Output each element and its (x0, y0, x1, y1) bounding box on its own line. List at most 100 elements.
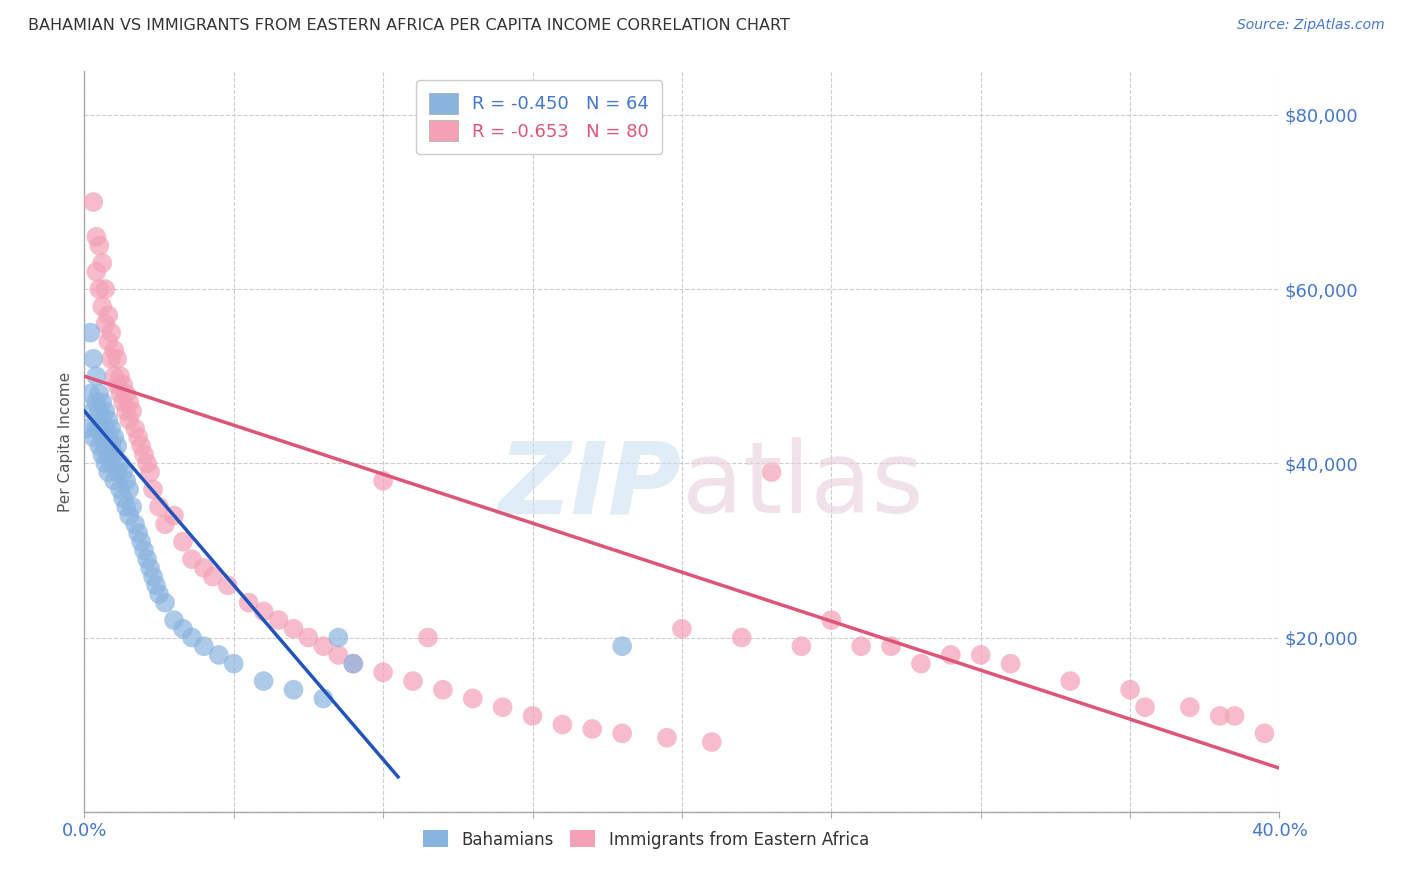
Point (142, 569, 165, 583)
Point (939, 648, 962, 662)
Point (1059, 674, 1081, 689)
Point (103, 430, 125, 444)
Point (461, 691, 484, 706)
Point (94, 317, 117, 331)
Point (86, 395, 108, 409)
Point (761, 465, 783, 479)
Point (105, 439, 128, 453)
Point (91, 395, 114, 409)
Point (1178, 700, 1201, 714)
Point (612, 639, 634, 653)
Point (110, 369, 132, 384)
Point (153, 517, 176, 532)
Point (112, 465, 135, 479)
Point (115, 474, 138, 488)
Point (851, 639, 873, 653)
Point (82, 351, 104, 366)
Point (328, 648, 350, 662)
Point (89, 238, 111, 252)
Point (201, 569, 224, 583)
Point (89, 439, 111, 453)
Point (82, 430, 104, 444)
Point (118, 413, 141, 427)
Point (283, 622, 305, 636)
Point (297, 631, 319, 645)
Point (94, 456, 117, 470)
Point (283, 682, 305, 697)
Point (139, 561, 162, 575)
Point (91, 300, 114, 314)
Point (402, 674, 425, 689)
Point (86, 421, 108, 435)
Point (139, 465, 162, 479)
Point (136, 456, 159, 470)
Point (1000, 657, 1022, 671)
Point (103, 448, 125, 462)
Point (100, 351, 122, 366)
Point (103, 343, 125, 357)
Point (79, 386, 101, 401)
Point (105, 351, 128, 366)
Point (1253, 726, 1275, 740)
Point (373, 665, 395, 680)
Point (142, 483, 165, 497)
Point (97, 465, 120, 479)
Point (127, 430, 149, 444)
Point (181, 552, 204, 566)
Point (97, 308, 120, 322)
Point (342, 657, 364, 671)
Point (492, 700, 515, 714)
Point (238, 596, 260, 610)
Point (97, 413, 120, 427)
Point (193, 639, 215, 653)
Text: BAHAMIAN VS IMMIGRANTS FROM EASTERN AFRICA PER CAPITA INCOME CORRELATION CHART: BAHAMIAN VS IMMIGRANTS FROM EASTERN AFRI… (28, 18, 790, 33)
Point (970, 648, 993, 662)
Point (163, 508, 186, 523)
Point (110, 456, 132, 470)
Point (97, 334, 120, 349)
Point (208, 648, 231, 662)
Point (129, 534, 152, 549)
Point (132, 448, 156, 462)
Point (94, 421, 117, 435)
Point (118, 508, 141, 523)
Point (100, 326, 122, 340)
Point (312, 691, 335, 706)
Text: Source: ZipAtlas.com: Source: ZipAtlas.com (1237, 18, 1385, 32)
Point (136, 552, 159, 566)
Point (105, 378, 128, 392)
Point (655, 731, 678, 745)
Point (1119, 682, 1142, 697)
Point (1223, 709, 1246, 723)
Point (121, 500, 143, 514)
Point (172, 622, 194, 636)
Point (148, 587, 170, 601)
Point (91, 413, 114, 427)
Point (112, 378, 135, 392)
Point (86, 369, 108, 384)
Point (790, 639, 813, 653)
Point (124, 421, 146, 435)
Point (86, 230, 108, 244)
Point (89, 404, 111, 418)
Point (118, 395, 141, 409)
Point (880, 639, 903, 653)
Point (312, 639, 335, 653)
Point (110, 483, 132, 497)
Point (267, 613, 290, 627)
Point (522, 709, 544, 723)
Point (89, 386, 111, 401)
Point (148, 500, 170, 514)
Point (94, 439, 117, 453)
Point (91, 256, 114, 270)
Point (79, 326, 101, 340)
Point (118, 483, 141, 497)
Point (127, 526, 149, 541)
Point (163, 613, 186, 627)
Point (94, 282, 117, 296)
Point (612, 726, 634, 740)
Point (820, 613, 842, 627)
Point (105, 465, 128, 479)
Point (115, 386, 138, 401)
Text: atlas: atlas (682, 437, 924, 534)
